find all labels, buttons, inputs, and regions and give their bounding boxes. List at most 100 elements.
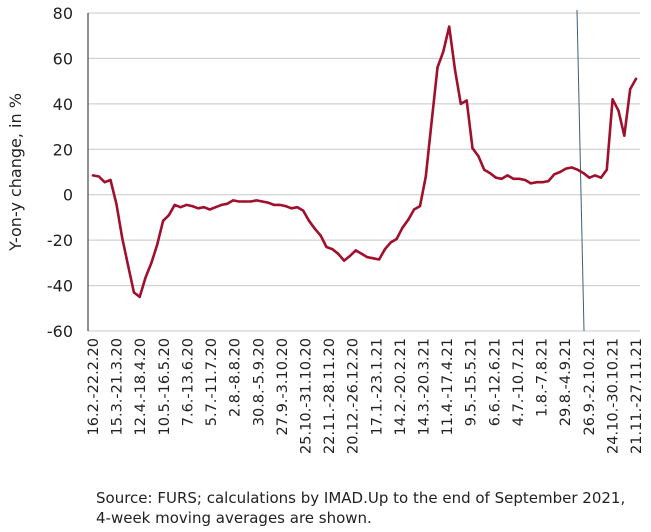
x-tick-label: 26.9.-2.10.21 [582,338,598,435]
data-point [109,178,112,182]
data-point [249,200,252,203]
data-point [377,258,381,261]
series-line [91,25,638,299]
data-point [383,248,387,251]
data-point [161,219,165,223]
data-point [290,207,293,210]
data-point [325,245,328,249]
x-tick-labels: 16.2.-22.2.20 15.3.-21.3.20 12.4.-18.4.20 1… [86,338,645,454]
data-point [331,248,334,251]
y-tick-label: 20 [53,140,73,159]
y-tick-labels: 80 60 40 20 0 -20 -40 -60 [47,4,73,341]
data-point [319,234,322,237]
x-tick-label: 11.4.-17.4.21 [440,338,456,435]
data-point [588,176,591,179]
data-point [500,177,503,181]
data-point [337,252,340,255]
data-point [144,276,147,279]
data-point [138,295,141,299]
data-point [372,257,375,260]
data-point [389,241,392,244]
data-point [512,177,515,181]
x-tick-label: 5.7.-11.7.20 [204,338,220,426]
y-tick-label: 0 [63,186,73,205]
data-point [558,170,562,174]
x-tick-label: 7.6.-13.6.20 [180,338,196,426]
data-point [237,200,241,203]
source-note: Source: FURS; calculations by IMAD.Up to… [96,489,626,527]
data-point [488,171,492,175]
x-tick-label: 24.10.-30.10.21 [605,338,621,454]
data-point [284,204,287,208]
series-layer [91,25,638,299]
x-tick-label: 25.10.-31.10.20 [298,338,314,454]
data-point [272,203,276,207]
data-point [564,167,568,170]
data-point [173,203,176,207]
data-point [634,77,638,81]
data-point [366,255,369,259]
grid-lines [87,12,640,332]
data-point [447,25,451,28]
x-tick-label: 22.11.-28.11.20 [322,338,338,454]
data-point [424,175,428,178]
x-tick-label: 15.3.-21.3.20 [110,338,126,435]
data-point [593,174,597,177]
data-point [401,226,404,229]
data-point [231,199,235,202]
data-point [570,166,573,169]
data-point [278,203,282,207]
data-point [301,209,305,212]
data-point [115,202,118,205]
data-point [628,87,632,91]
data-point [407,218,410,221]
data-point [529,182,533,185]
x-tick-label: 12.4.-18.4.20 [133,338,149,435]
data-point [395,237,398,241]
data-point [91,174,95,177]
data-point [214,206,217,209]
data-point [506,174,509,177]
data-point [611,98,614,101]
data-point [465,99,468,102]
data-point [296,206,299,209]
data-point [553,173,556,176]
data-point [436,66,439,69]
data-point [617,109,620,112]
data-point [342,259,346,262]
data-point [97,175,101,178]
data-point [482,168,486,171]
y-tick-label: -40 [47,277,73,296]
data-point [150,261,153,265]
data-point [202,206,206,209]
data-point [453,68,457,71]
y-tick-label: 60 [53,49,73,68]
x-tick-label: 14.3.-20.3.21 [417,338,433,435]
data-point [191,204,194,208]
data-point [576,168,579,171]
y-tick-label: -60 [47,322,73,341]
x-tick-label: 1.8.-7.8.21 [535,338,551,417]
data-point [156,243,159,246]
x-tick-label: 9.5.-15.5.21 [464,338,480,426]
data-point [126,263,130,267]
data-point [599,176,603,179]
x-tick-label: 17.1.-23.1.21 [369,338,385,435]
data-point [132,291,136,294]
data-point [208,208,211,211]
x-tick-label: 2.8.-8.8.20 [228,338,244,417]
y-tick-label: 80 [53,4,73,23]
data-point [418,204,422,208]
data-point [348,254,352,258]
y-tick-label: -20 [47,231,73,250]
data-point [605,168,609,171]
data-point [179,206,182,209]
data-point [518,177,521,181]
x-tick-label: 4.7.-10.7.21 [511,338,527,426]
data-point [360,252,363,255]
x-tick-label: 27.9.-3.10.20 [275,338,291,435]
data-point [547,179,550,183]
x-tick-label: 21.11.-27.11.21 [629,338,645,454]
data-point [185,203,188,207]
